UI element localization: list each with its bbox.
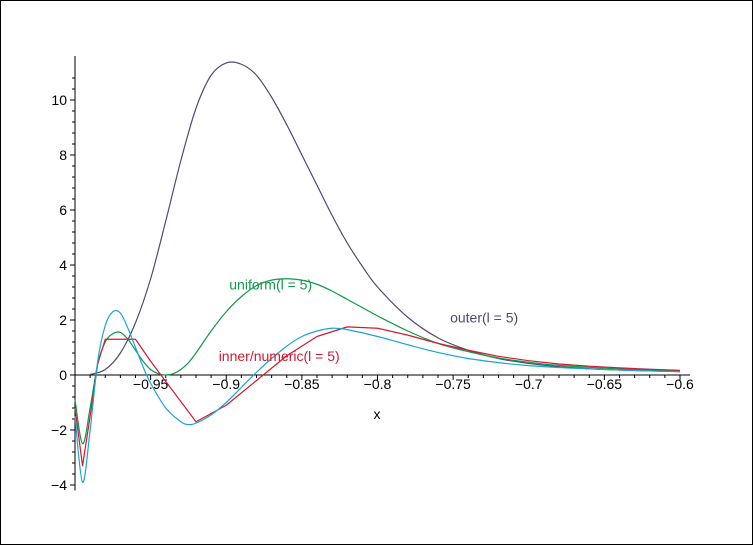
chart-axes: −0.95 −0.9 −0.85 −0.8 −0.75 −0.7 −0.65 −0.6−4−2… — [51, 56, 694, 493]
x-tick-label: −0.7 — [515, 376, 543, 392]
x-axis-label: x — [374, 406, 381, 422]
x-tick-label: −0.75 — [435, 376, 471, 392]
y-tick-label: 4 — [59, 257, 67, 273]
x-tick-label: −0.8 — [364, 376, 392, 392]
series-outer-label: outer(l = 5) — [450, 309, 518, 325]
y-tick-label: −2 — [51, 422, 67, 438]
y-tick-label: 8 — [59, 147, 67, 163]
x-tick-label: −0.85 — [284, 376, 320, 392]
series-inner-numeric-label: inner/numeric(l = 5) — [219, 348, 340, 364]
x-tick-label: −0.65 — [587, 376, 623, 392]
x-tick-label: −0.6 — [666, 376, 694, 392]
y-tick-label: −4 — [51, 477, 67, 493]
y-tick-label: 10 — [51, 92, 67, 108]
x-tick-label: −0.9 — [212, 376, 240, 392]
chart-labels-layer: outer(l = 5) uniform(l = 5) inner/numeric(… — [219, 276, 519, 364]
y-tick-label: 6 — [59, 202, 67, 218]
series-uniform-line — [74, 278, 681, 445]
series-inner-numeric-line — [74, 326, 681, 467]
y-tick-label: 0 — [59, 367, 67, 383]
series-cyan-line — [74, 309, 681, 483]
series-uniform-label: uniform(l = 5) — [229, 276, 312, 292]
y-tick-label: 2 — [59, 312, 67, 328]
series-outer-line — [89, 61, 681, 376]
chart-series-layer — [74, 61, 681, 483]
